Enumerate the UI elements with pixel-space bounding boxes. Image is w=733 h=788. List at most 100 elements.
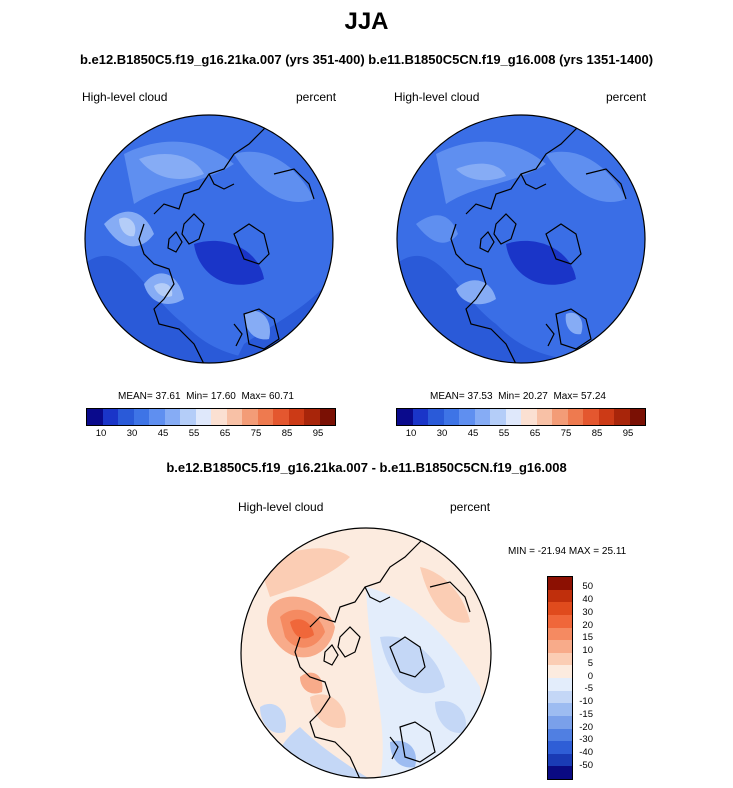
colorbar-tick-label: 50 (582, 581, 593, 592)
colorbar-swatch (614, 409, 630, 425)
colorbar-swatch (548, 753, 572, 767)
colorbar-swatch (521, 409, 537, 425)
colorbar-tick-label: -40 (579, 747, 593, 758)
colorbar-swatch (548, 577, 572, 590)
panel1-units-label: percent (296, 90, 337, 104)
colorbar-swatch (397, 409, 413, 425)
panel1-variable-label: High-level cloud (82, 90, 168, 104)
colorbar-swatch (149, 409, 165, 425)
colorbar-swatch (319, 409, 335, 425)
colorbar-swatch (548, 741, 572, 754)
colorbar-tick-label: 55 (498, 428, 510, 439)
colorbar-swatch (548, 589, 572, 603)
colorbar-tick-label: -20 (579, 722, 593, 733)
colorbar-swatch (257, 409, 273, 425)
colorbar-swatch (548, 614, 572, 628)
colorbar-swatch (505, 409, 521, 425)
figure-title: JJA (344, 8, 389, 35)
diff-colorbar-labels: 50 40 30 20 15 10 5 0 -5 -10 -15 -20 -30… (575, 576, 615, 781)
colorbar-tick-label: 75 (560, 428, 572, 439)
colorbar-swatch (583, 409, 599, 425)
colorbar-swatch (548, 728, 572, 742)
colorbar-tick-label: 0 (587, 671, 593, 682)
colorbar-tick-label: 55 (188, 428, 200, 439)
colorbar-swatch (242, 409, 258, 425)
colorbar-swatch (567, 409, 583, 425)
colorbar-swatch (548, 690, 572, 704)
colorbar-swatch (273, 409, 289, 425)
colorbar-swatch (428, 409, 444, 425)
colorbar-swatch (118, 409, 134, 425)
colorbar-swatch (412, 409, 428, 425)
colorbar-swatch (180, 409, 196, 425)
colorbar-swatch (490, 409, 506, 425)
colorbar-swatch (195, 409, 211, 425)
colorbar-tick-label: 10 (405, 428, 417, 439)
colorbar-swatch (474, 409, 490, 425)
colorbar-tick-label: 75 (250, 428, 262, 439)
colorbar-swatch (548, 602, 572, 615)
colorbar-tick-label: -15 (579, 709, 593, 720)
colorbar-swatch (133, 409, 149, 425)
colorbar-swatch (548, 665, 572, 678)
colorbar-swatch (629, 409, 645, 425)
colorbar-tick-label: 95 (622, 428, 634, 439)
figure-subtitle: b.e12.B1850C5.f19_g16.21ka.007 (yrs 351-… (79, 52, 654, 67)
diff-colorbar (547, 576, 573, 780)
colorbar-tick-label: 85 (591, 428, 603, 439)
colorbar-swatch (87, 409, 103, 425)
colorbar-swatch (288, 409, 304, 425)
colorbar-tick-label: -10 (579, 696, 593, 707)
colorbar-tick-label: 30 (582, 607, 593, 618)
colorbar-tick-label: 10 (582, 645, 593, 656)
colorbar-tick-label: 30 (126, 428, 138, 439)
colorbar-tick-label: 45 (467, 428, 479, 439)
colorbar-swatch (443, 409, 459, 425)
panel2-colorbar (396, 408, 646, 426)
panel2-variable-label: High-level cloud (394, 90, 480, 104)
colorbar-swatch (536, 409, 552, 425)
panel1-colorbar (86, 408, 336, 426)
colorbar-swatch (211, 409, 227, 425)
colorbar-swatch (548, 715, 572, 729)
colorbar-tick-label: 65 (529, 428, 541, 439)
colorbar-tick-label: -5 (584, 683, 593, 694)
colorbar-swatch (548, 652, 572, 666)
colorbar-tick-label: 95 (312, 428, 324, 439)
panel1-colorbar-labels: 10 30 45 55 65 75 85 95 (86, 428, 334, 442)
colorbar-swatch (552, 409, 568, 425)
panel2-stats: MEAN= 37.53 Min= 20.27 Max= 57.24 (430, 391, 606, 402)
colorbar-tick-label: 85 (281, 428, 293, 439)
colorbar-swatch (548, 703, 572, 716)
colorbar-swatch (102, 409, 118, 425)
colorbar-swatch (226, 409, 242, 425)
colorbar-tick-label: -50 (579, 760, 593, 771)
colorbar-tick-label: 20 (582, 620, 593, 631)
panel2-polar-map (396, 114, 646, 364)
colorbar-tick-label: -30 (579, 734, 593, 745)
colorbar-tick-label: 40 (582, 594, 593, 605)
difference-title: b.e12.B1850C5.f19_g16.21ka.007 - b.e11.B… (166, 460, 567, 475)
colorbar-tick-label: 5 (587, 658, 593, 669)
colorbar-swatch (548, 627, 572, 641)
panel2-colorbar-labels: 10 30 45 55 65 75 85 95 (396, 428, 644, 442)
colorbar-tick-label: 45 (157, 428, 169, 439)
colorbar-swatch (598, 409, 614, 425)
colorbar-tick-label: 65 (219, 428, 231, 439)
colorbar-swatch (164, 409, 180, 425)
colorbar-swatch (304, 409, 320, 425)
panel1-polar-map (84, 114, 334, 364)
colorbar-tick-label: 30 (436, 428, 448, 439)
colorbar-tick-label: 15 (582, 632, 593, 643)
diff-units-label: percent (450, 500, 491, 514)
panel2-units-label: percent (606, 90, 647, 104)
diff-minmax: MIN = -21.94 MAX = 25.11 (508, 546, 627, 557)
colorbar-swatch (548, 640, 572, 653)
colorbar-swatch (548, 678, 572, 691)
colorbar-tick-label: 10 (95, 428, 107, 439)
panel1-stats: MEAN= 37.61 Min= 17.60 Max= 60.71 (118, 391, 294, 402)
colorbar-swatch (548, 766, 572, 779)
colorbar-swatch (459, 409, 475, 425)
diff-polar-map (240, 527, 492, 779)
diff-variable-label: High-level cloud (238, 500, 324, 514)
